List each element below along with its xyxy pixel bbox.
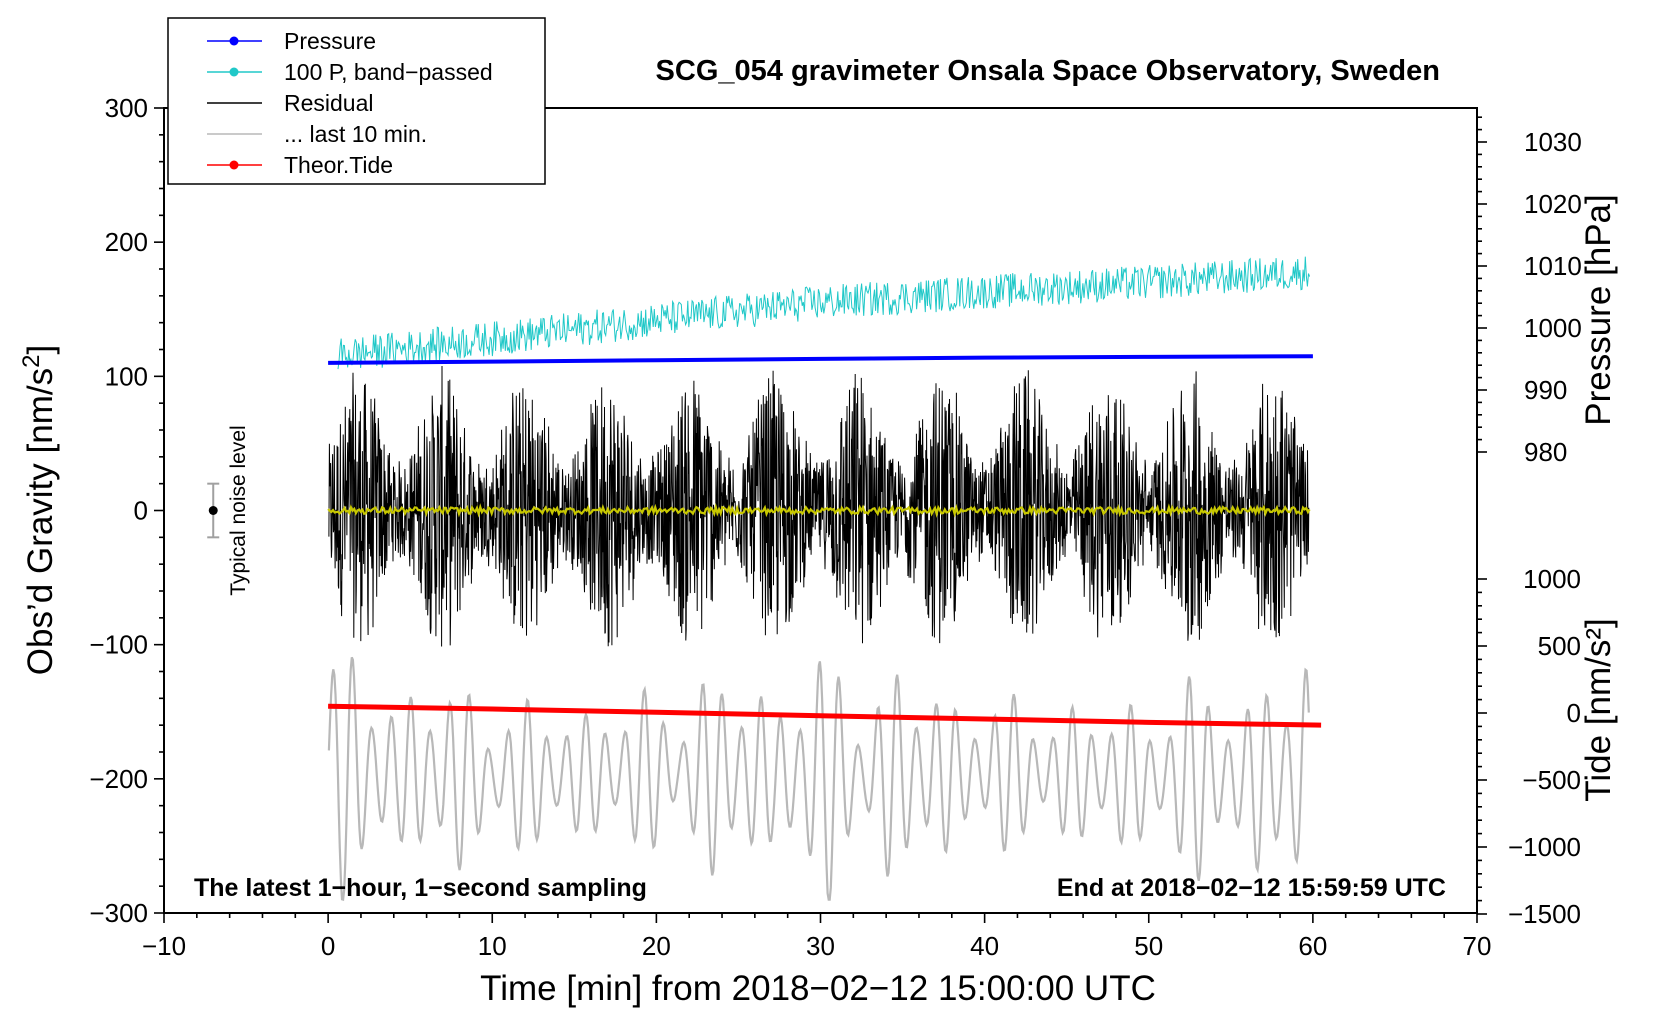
legend-box — [167, 17, 546, 185]
y-axis-title-superscript: 2 — [18, 355, 45, 368]
sampling-note: The latest 1−hour, 1−second sampling — [194, 874, 647, 902]
x-tick-label: 10 — [478, 931, 507, 961]
y-tick-label: 0 — [134, 496, 148, 526]
legend-label: ... last 10 min. — [284, 121, 427, 147]
series-filtered-residual — [327, 502, 1311, 519]
series-band-passed-pressure — [337, 256, 1311, 370]
tide-tick-label: −1500 — [1508, 899, 1581, 929]
pressure-tick-label: 990 — [1524, 375, 1567, 405]
y-tick-label: −100 — [89, 630, 148, 660]
series-layer — [327, 256, 1322, 901]
series-residual — [328, 365, 1310, 647]
noise-point — [208, 506, 218, 515]
legend-marker — [229, 36, 239, 46]
tide-tick-label: 0 — [1567, 698, 1581, 728]
x-tick-label: 60 — [1298, 931, 1327, 961]
y-axis-title: Obs’d Gravity [nm/s2] — [18, 345, 61, 675]
tide-tick-label: −500 — [1522, 765, 1581, 795]
legend-label: Residual — [284, 90, 374, 116]
x-tick-label: −10 — [142, 931, 186, 961]
y-tick-label: 300 — [105, 93, 148, 123]
y-tick-label: 100 — [105, 361, 148, 391]
legend-label: Pressure — [284, 28, 376, 54]
ticks-layer: −10 0 10 20 30 40 50 60 70−300−200−1000100200300… — [89, 93, 1581, 961]
y-axis-title-text: Obs’d Gravity [nm/s — [21, 368, 60, 675]
y-tick-label: 200 — [105, 227, 148, 257]
chart-title: SCG_054 gravimeter Onsala Space Observat… — [656, 55, 1440, 87]
x-tick-label: 40 — [970, 931, 999, 961]
y-axis-title-suffix: ] — [21, 345, 60, 355]
tide-axis-title: Tide [nm/s²] — [1579, 618, 1618, 801]
x-tick-label: 20 — [642, 931, 671, 961]
pressure-axis-title: Pressure [hPa] — [1579, 194, 1618, 426]
tide-tick-label: 1000 — [1523, 564, 1581, 594]
end-time-note: End at 2018−02−12 15:59:59 UTC — [1057, 874, 1446, 902]
y-tick-label: −200 — [89, 764, 148, 794]
x-tick-label: 0 — [321, 931, 335, 961]
x-tick-label: 30 — [806, 931, 835, 961]
pressure-tick-label: 980 — [1524, 437, 1567, 467]
y-tick-label: −300 — [89, 898, 148, 928]
legend-label: Theor.Tide — [284, 152, 393, 178]
series-last-10-min — [327, 656, 1310, 901]
x-axis-title: Time [min] from 2018−02−12 15:00:00 UTC — [480, 969, 1156, 1008]
noise-label: Typical noise level — [227, 425, 250, 595]
series-theoretical-tide — [328, 703, 1322, 728]
tide-tick-label: −1000 — [1508, 832, 1581, 862]
pressure-tick-label: 1030 — [1524, 127, 1582, 157]
legend-marker — [229, 67, 239, 77]
pressure-tick-label: 1010 — [1524, 251, 1582, 281]
series-pressure — [328, 354, 1313, 365]
tide-tick-label: 500 — [1538, 631, 1581, 661]
plot-area: Typical noise level — [163, 107, 1478, 914]
noise-level-indicator: Typical noise level — [207, 425, 250, 596]
x-tick-label: 50 — [1134, 931, 1163, 961]
pressure-tick-label: 1020 — [1524, 189, 1582, 219]
legend-marker — [229, 160, 239, 170]
x-tick-label: 70 — [1463, 931, 1492, 961]
pressure-tick-label: 1000 — [1524, 313, 1582, 343]
legend: Pressure 100 P, band−passed Residual ... la… — [167, 17, 546, 185]
legend-label: 100 P, band−passed — [284, 59, 493, 85]
